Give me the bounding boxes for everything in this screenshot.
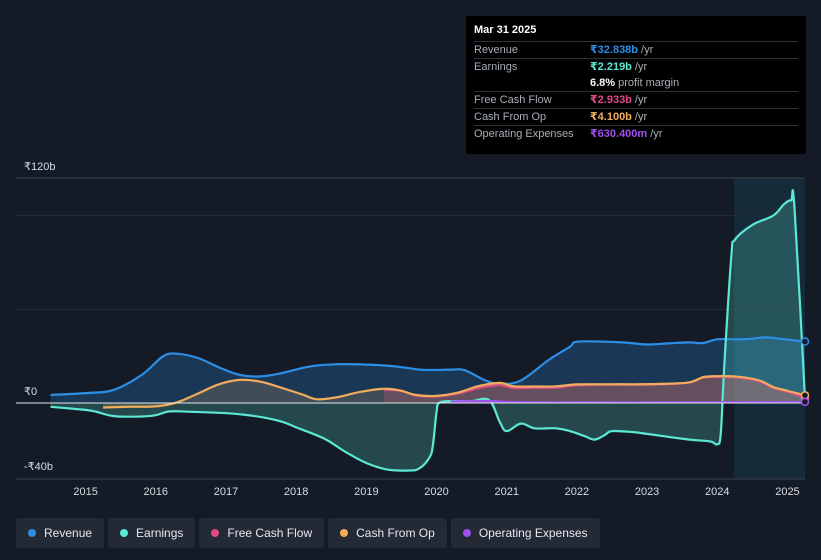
x-tick-label: 2019 <box>354 486 378 498</box>
tooltip-row-operating-expenses: Operating Expenses ₹630.400m /yr <box>474 125 798 142</box>
tooltip-value: ₹4.100b <box>590 111 632 123</box>
tooltip-label: Revenue <box>474 44 519 56</box>
x-tick-label: 2024 <box>705 486 729 498</box>
tooltip-label: Operating Expenses <box>474 128 574 140</box>
tooltip: Mar 31 2025 Revenue ₹32.838b /yr Earning… <box>466 16 806 154</box>
legend-label: Earnings <box>136 526 184 540</box>
tooltip-label: Cash From Op <box>474 111 547 123</box>
legend-item-operating-expenses[interactable]: Operating Expenses <box>450 518 600 548</box>
tooltip-date: Mar 31 2025 <box>474 24 537 36</box>
tooltip-value: ₹630.400m <box>590 128 648 140</box>
tooltip-row-free-cash-flow: Free Cash Flow ₹2.933b /yr <box>474 91 798 108</box>
series-lines <box>50 189 807 472</box>
end-markers <box>800 337 810 407</box>
x-tick-label: 2016 <box>144 486 168 498</box>
legend: Revenue Earnings Free Cash Flow Cash Fro… <box>16 518 600 548</box>
tooltip-unit: /yr <box>641 44 654 56</box>
y-label-top: ₹120b <box>24 161 55 173</box>
legend-item-revenue[interactable]: Revenue <box>16 518 105 548</box>
series-areas <box>50 190 806 471</box>
x-tick-label: 2021 <box>494 486 518 498</box>
tooltip-row-profit-margin: 6.8% profit margin <box>474 75 798 91</box>
tooltip-unit: /yr <box>634 111 648 123</box>
tooltip-label: Earnings <box>474 61 518 73</box>
operating-expenses-end-marker <box>800 397 810 407</box>
tooltip-value: ₹2.933b <box>590 94 632 106</box>
x-tick-label: 2022 <box>565 486 589 498</box>
tooltip-row-earnings: Earnings ₹2.219b /yr <box>474 58 798 75</box>
cash-from-op-line <box>103 375 806 409</box>
operating-expenses-line <box>450 400 806 404</box>
x-tick-label: 2017 <box>214 486 238 498</box>
y-label-zero: ₹0 <box>24 386 37 398</box>
chart: ₹120b ₹0 -₹40b 2015 2016 2017 2018 2019 2020 2… <box>16 161 810 498</box>
legend-item-earnings[interactable]: Earnings <box>108 518 196 548</box>
tooltip-unit: /yr <box>634 61 648 73</box>
tooltip-unit: /yr <box>634 94 648 106</box>
earnings-area <box>50 190 805 471</box>
x-tick-label: 2023 <box>635 486 659 498</box>
revenue-end-marker <box>800 337 810 346</box>
cash-from-op-area <box>103 376 806 408</box>
tooltip-value: ₹2.219b <box>590 61 632 73</box>
tooltip-unit: /yr <box>650 128 663 140</box>
tooltip-row-revenue: Revenue ₹32.838b /yr <box>474 41 798 58</box>
tooltip-label <box>474 75 590 91</box>
legend-label: Operating Expenses <box>478 526 588 540</box>
free-cash-flow-dot-icon <box>211 529 220 537</box>
tooltip-value: 6.8% <box>590 77 616 89</box>
legend-item-cash-from-op[interactable]: Cash From Op <box>328 518 447 548</box>
earnings-dot-icon <box>120 529 129 537</box>
tooltip-unit: profit margin <box>618 77 680 89</box>
legend-label: Revenue <box>44 526 93 540</box>
legend-item-free-cash-flow[interactable]: Free Cash Flow <box>199 518 325 548</box>
x-tick-label: 2025 <box>775 486 799 498</box>
operating-expenses-dot-icon <box>462 529 471 537</box>
legend-label: Free Cash Flow <box>227 526 313 540</box>
revenue-dot-icon <box>28 529 36 537</box>
x-tick-label: 2015 <box>73 486 97 498</box>
y-label-bottom: -₹40b <box>24 461 53 473</box>
x-axis-ticks: 2015 2016 2017 2018 2019 2020 2021 2022 2023 2024… <box>73 486 799 498</box>
tooltip-value: ₹32.838b <box>590 44 639 56</box>
earnings-line <box>50 189 807 472</box>
cash-from-op-dot-icon <box>340 529 349 537</box>
x-tick-label: 2018 <box>284 486 308 498</box>
legend-label: Cash From Op <box>356 526 435 540</box>
tooltip-label: Free Cash Flow <box>474 94 552 106</box>
free-cash-flow-area <box>383 376 805 403</box>
x-tick-label: 2020 <box>424 486 448 498</box>
tooltip-row-cash-from-op: Cash From Op ₹4.100b /yr <box>474 108 798 125</box>
revenue-line <box>50 336 806 396</box>
